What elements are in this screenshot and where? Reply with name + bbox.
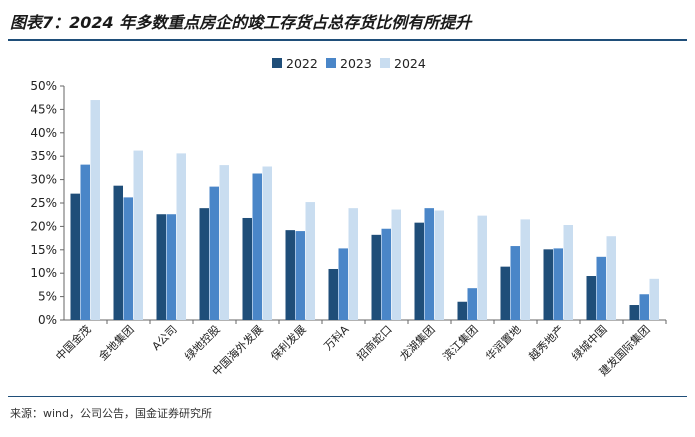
- x-tick-label: 绿地控股: [182, 322, 223, 363]
- bar-2024: [176, 153, 186, 320]
- bar-2023: [467, 288, 477, 320]
- bar-2023: [596, 256, 606, 320]
- bar-2022: [629, 305, 639, 320]
- bar-2023: [209, 186, 219, 320]
- legend-label-2024: 2024: [394, 56, 426, 71]
- bar-2023: [381, 228, 391, 320]
- bar-2022: [113, 185, 123, 320]
- bar-2023: [338, 248, 348, 320]
- bar-2024: [348, 208, 358, 320]
- bar-2022: [70, 193, 80, 320]
- bar-2023: [80, 164, 90, 320]
- title-divider: [8, 39, 687, 41]
- bar-chart: 0% 5% 10% 15% 20% 25% 30% 35% 40% 45% 50% 中国金茂 金地集团 A…: [30, 56, 667, 379]
- y-tick-label: 30%: [30, 173, 57, 187]
- bar-2023: [123, 197, 133, 320]
- chart-title: 图表7：2024 年多数重点房企的竣工存货占总存货比例有所提升: [10, 13, 472, 32]
- bar-2024: [90, 100, 100, 320]
- x-tick-label: A公司: [150, 323, 180, 353]
- x-tick-label: 滨江集团: [440, 322, 481, 363]
- bar-2023: [166, 214, 176, 320]
- bar-2022: [586, 276, 596, 320]
- bar-2022: [328, 268, 338, 320]
- x-tick-label: 金地集团: [96, 322, 137, 363]
- bar-2023: [553, 248, 563, 320]
- legend-label-2023: 2023: [340, 56, 372, 71]
- x-tick-label: 中国金茂: [53, 322, 94, 363]
- bar-2022: [285, 230, 295, 320]
- y-tick-label: 0%: [38, 313, 57, 327]
- bar-2022: [242, 217, 252, 320]
- x-tick-label: 万科A: [321, 322, 352, 353]
- x-tick-label: 华润置地: [483, 322, 524, 363]
- bar-2024: [477, 215, 487, 320]
- y-tick-label: 5%: [38, 290, 57, 304]
- bar-2024: [606, 236, 616, 320]
- y-tick-label: 25%: [30, 196, 57, 210]
- x-tick-label: 保利发展: [268, 322, 309, 363]
- bar-2024: [262, 166, 272, 320]
- bar-2022: [543, 249, 553, 320]
- x-tick-label: 招商蛇口: [354, 322, 395, 363]
- bar-2024: [391, 209, 401, 320]
- legend-label-2022: 2022: [286, 56, 318, 71]
- x-tick-label: 龙湖集团: [397, 322, 438, 363]
- legend-swatch-2023: [326, 58, 336, 68]
- y-tick-label: 45%: [30, 102, 57, 116]
- source-divider: [8, 396, 687, 397]
- bar-2024: [649, 278, 659, 320]
- source-note: 来源：wind，公司公告，国金证券研究所: [10, 407, 213, 420]
- y-tick-label: 10%: [30, 266, 57, 280]
- bar-2024: [563, 224, 573, 320]
- bar-2022: [500, 266, 510, 320]
- x-tick-label: 越秀地产: [526, 322, 567, 363]
- x-tick-label: 绿城中国: [569, 322, 610, 363]
- y-tick-label: 15%: [30, 243, 57, 257]
- bar-2023: [510, 246, 520, 320]
- bar-2022: [371, 234, 381, 320]
- legend-swatch-2022: [272, 58, 282, 68]
- y-tick-label: 35%: [30, 149, 57, 163]
- y-tick-label: 40%: [30, 126, 57, 140]
- bar-2023: [295, 231, 305, 320]
- bar-2023: [424, 208, 434, 320]
- bar-2024: [219, 165, 229, 320]
- bar-2023: [639, 294, 649, 320]
- bar-2022: [199, 208, 209, 320]
- y-tick-label: 50%: [30, 79, 57, 93]
- bar-2022: [156, 214, 166, 320]
- bar-2023: [252, 173, 262, 320]
- bar-2022: [457, 301, 467, 320]
- bar-2024: [133, 150, 143, 320]
- bar-2024: [305, 202, 315, 320]
- bar-2024: [520, 219, 530, 320]
- bar-2022: [414, 222, 424, 320]
- y-tick-label: 20%: [30, 219, 57, 233]
- bar-2024: [434, 210, 444, 320]
- legend-swatch-2024: [380, 58, 390, 68]
